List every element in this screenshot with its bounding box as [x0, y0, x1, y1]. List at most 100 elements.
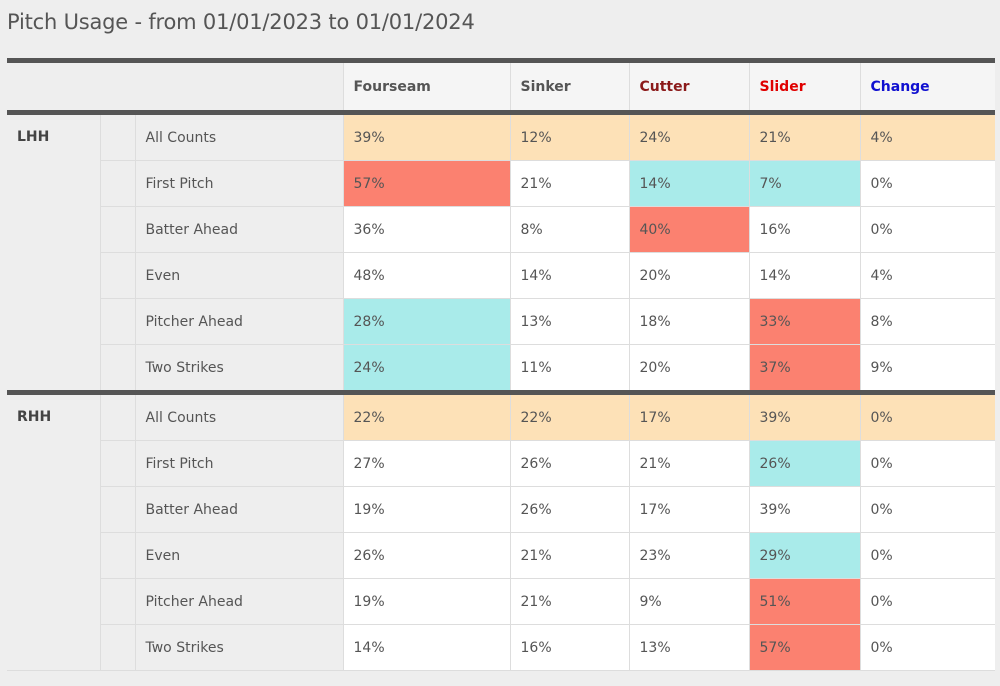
spacer-cell [99, 160, 135, 207]
spacer-cell [99, 252, 135, 299]
usage-cell-cutter: 18% [628, 298, 749, 345]
spacer-cell [99, 206, 135, 253]
usage-cell-slider: 51% [748, 578, 860, 625]
header-blank-cell [7, 58, 343, 115]
usage-cell-change: 0% [859, 486, 995, 533]
usage-cell-cutter: 17% [628, 390, 749, 441]
count-situation-label: Batter Ahead [134, 486, 343, 533]
usage-cell-cutter: 20% [628, 344, 749, 393]
table-row: Two Strikes 24% 11% 20% 37% 9% [7, 344, 995, 393]
usage-cell-slider: 14% [748, 252, 860, 299]
usage-cell-cutter: 40% [628, 206, 749, 253]
usage-cell-sinker: 16% [509, 624, 629, 671]
usage-cell-change: 0% [859, 160, 995, 207]
spacer-cell [99, 624, 135, 671]
table-header-row: Fourseam Sinker Cutter Slider Change [7, 58, 995, 115]
usage-cell-fourseam: 24% [342, 344, 510, 393]
table-row: Even 26% 21% 23% 29% 0% [7, 532, 995, 579]
page-title: Pitch Usage - from 01/01/2023 to 01/01/2… [7, 10, 475, 34]
usage-cell-slider: 7% [748, 160, 860, 207]
spacer-cell [99, 110, 135, 161]
usage-cell-change: 0% [859, 624, 995, 671]
table-row: RHH All Counts 22% 22% 17% 39% 0% [7, 390, 995, 671]
usage-cell-sinker: 21% [509, 578, 629, 625]
usage-cell-fourseam: 28% [342, 298, 510, 345]
batter-hand-label: LHH [7, 110, 100, 393]
column-header-change[interactable]: Change [859, 58, 995, 115]
usage-cell-fourseam: 36% [342, 206, 510, 253]
spacer-cell [99, 298, 135, 345]
usage-cell-fourseam: 39% [342, 110, 510, 161]
table-body: LHH All Counts 39% 12% 24% 21% 4% First Pitch 57… [7, 110, 995, 671]
count-situation-label: Batter Ahead [134, 206, 343, 253]
usage-cell-change: 8% [859, 298, 995, 345]
spacer-cell [99, 486, 135, 533]
table-row: First Pitch 57% 21% 14% 7% 0% [7, 160, 995, 207]
spacer-cell [99, 440, 135, 487]
usage-cell-change: 0% [859, 578, 995, 625]
usage-cell-slider: 39% [748, 390, 860, 441]
usage-cell-cutter: 13% [628, 624, 749, 671]
usage-cell-sinker: 8% [509, 206, 629, 253]
usage-cell-slider: 21% [748, 110, 860, 161]
usage-cell-cutter: 17% [628, 486, 749, 533]
usage-cell-sinker: 22% [509, 390, 629, 441]
usage-cell-change: 9% [859, 344, 995, 393]
usage-cell-change: 0% [859, 390, 995, 441]
usage-cell-slider: 29% [748, 532, 860, 579]
table-row: Even 48% 14% 20% 14% 4% [7, 252, 995, 299]
count-situation-label: Pitcher Ahead [134, 578, 343, 625]
column-header-sinker[interactable]: Sinker [509, 58, 629, 115]
count-situation-label: Even [134, 252, 343, 299]
batter-hand-label: RHH [7, 390, 100, 671]
usage-cell-cutter: 9% [628, 578, 749, 625]
usage-cell-sinker: 12% [509, 110, 629, 161]
column-header-slider[interactable]: Slider [748, 58, 860, 115]
usage-cell-fourseam: 26% [342, 532, 510, 579]
usage-cell-slider: 33% [748, 298, 860, 345]
spacer-cell [99, 578, 135, 625]
count-situation-label: First Pitch [134, 440, 343, 487]
table-row: Batter Ahead 36% 8% 40% 16% 0% [7, 206, 995, 253]
usage-cell-sinker: 21% [509, 532, 629, 579]
usage-cell-sinker: 26% [509, 440, 629, 487]
usage-cell-change: 4% [859, 110, 995, 161]
usage-cell-sinker: 21% [509, 160, 629, 207]
usage-cell-slider: 26% [748, 440, 860, 487]
spacer-cell [99, 344, 135, 393]
usage-cell-sinker: 13% [509, 298, 629, 345]
usage-cell-sinker: 26% [509, 486, 629, 533]
usage-cell-slider: 57% [748, 624, 860, 671]
usage-cell-slider: 37% [748, 344, 860, 393]
spacer-cell [99, 532, 135, 579]
usage-cell-change: 0% [859, 206, 995, 253]
spacer-cell [99, 390, 135, 441]
usage-cell-fourseam: 48% [342, 252, 510, 299]
table-row: Batter Ahead 19% 26% 17% 39% 0% [7, 486, 995, 533]
usage-cell-slider: 39% [748, 486, 860, 533]
usage-cell-cutter: 21% [628, 440, 749, 487]
count-situation-label: Even [134, 532, 343, 579]
count-situation-label: All Counts [134, 110, 343, 161]
usage-cell-change: 0% [859, 532, 995, 579]
count-situation-label: All Counts [134, 390, 343, 441]
table-row: Two Strikes 14% 16% 13% 57% 0% [7, 624, 995, 671]
column-header-cutter[interactable]: Cutter [628, 58, 749, 115]
usage-cell-cutter: 20% [628, 252, 749, 299]
count-situation-label: First Pitch [134, 160, 343, 207]
column-header-fourseam[interactable]: Fourseam [342, 58, 510, 115]
count-situation-label: Two Strikes [134, 624, 343, 671]
usage-cell-cutter: 14% [628, 160, 749, 207]
usage-cell-cutter: 23% [628, 532, 749, 579]
usage-cell-fourseam: 22% [342, 390, 510, 441]
usage-cell-fourseam: 19% [342, 578, 510, 625]
table-row: LHH All Counts 39% 12% 24% 21% 4% [7, 110, 995, 393]
table-row: Pitcher Ahead 28% 13% 18% 33% 8% [7, 298, 995, 345]
count-situation-label: Two Strikes [134, 344, 343, 393]
usage-cell-sinker: 11% [509, 344, 629, 393]
usage-cell-sinker: 14% [509, 252, 629, 299]
usage-cell-cutter: 24% [628, 110, 749, 161]
usage-cell-change: 0% [859, 440, 995, 487]
table-row: Pitcher Ahead 19% 21% 9% 51% 0% [7, 578, 995, 625]
usage-cell-fourseam: 19% [342, 486, 510, 533]
